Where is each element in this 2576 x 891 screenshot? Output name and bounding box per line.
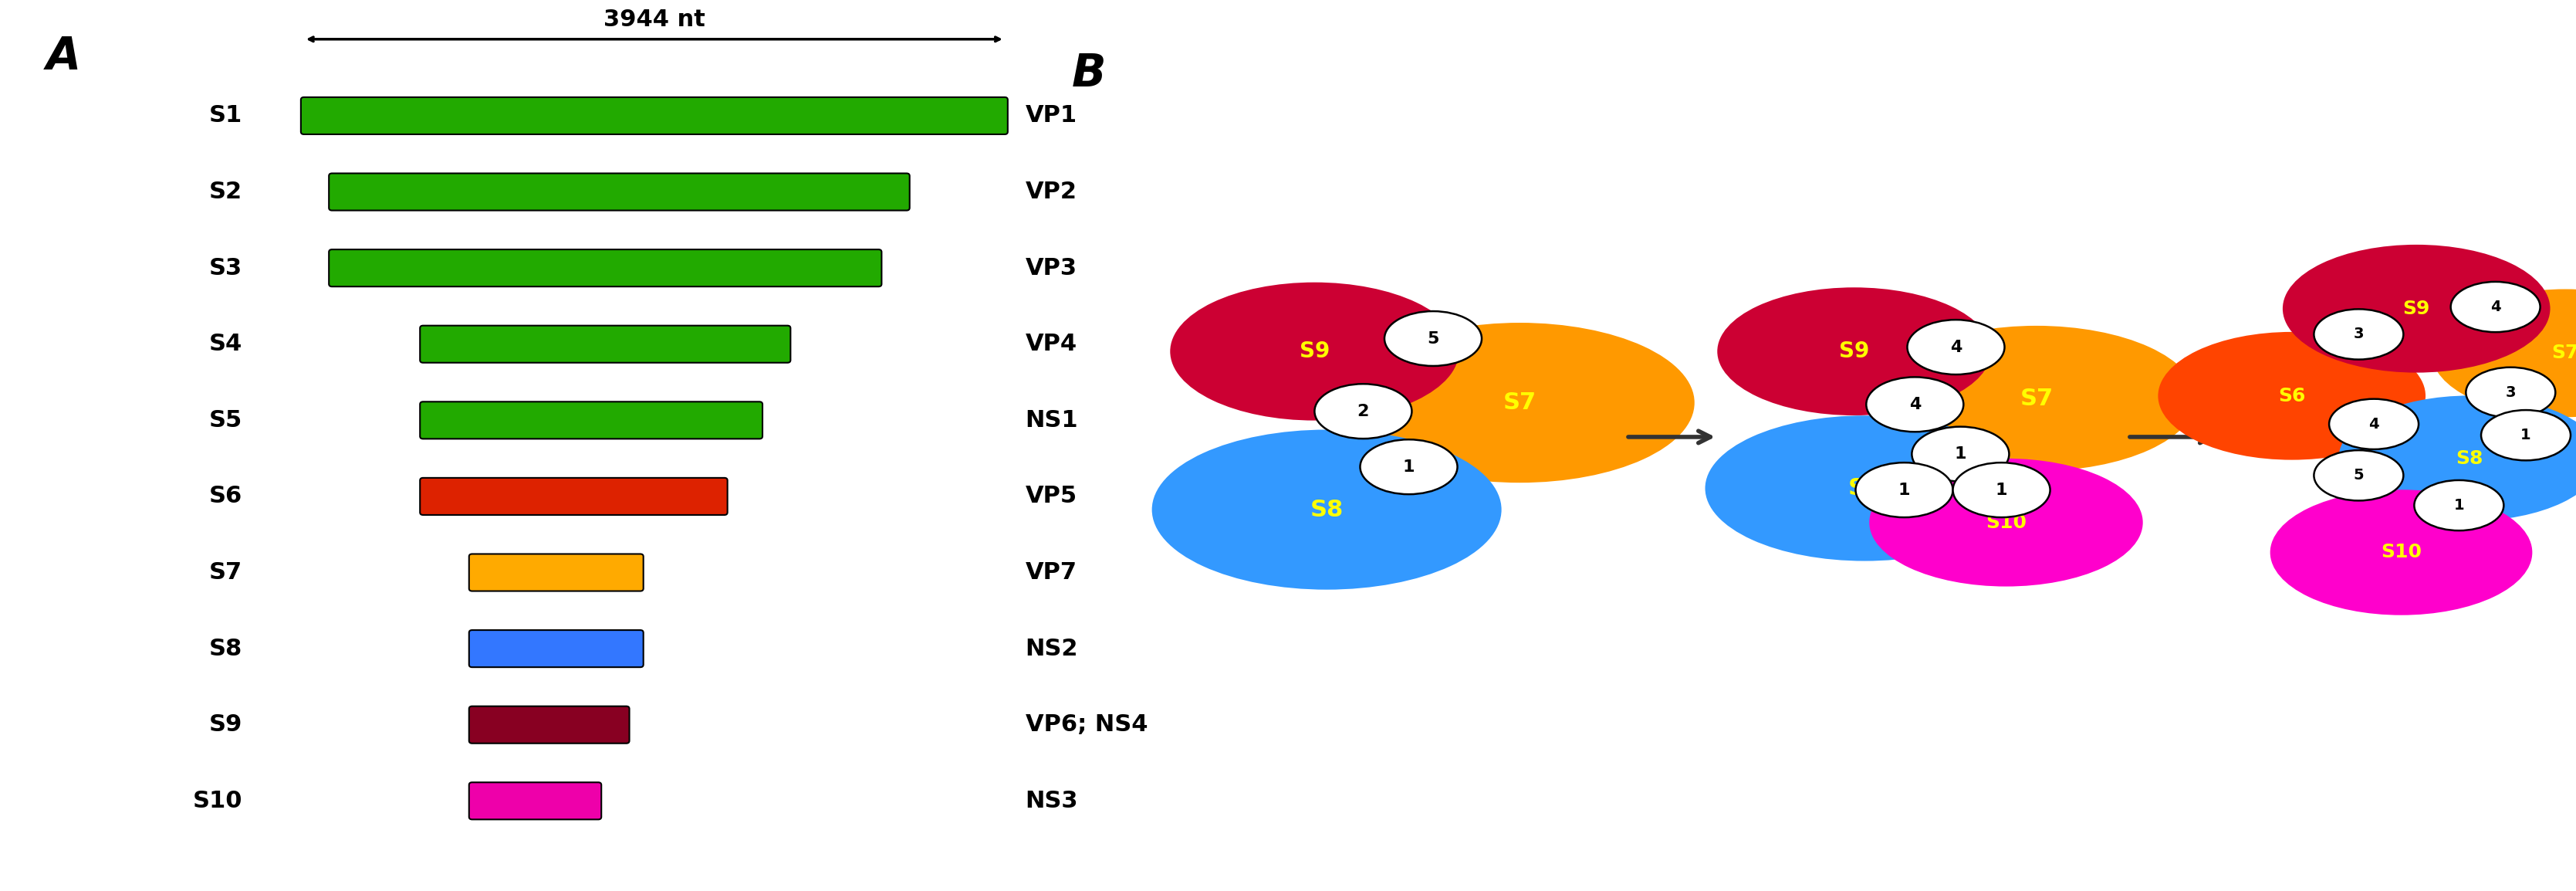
Circle shape (1855, 462, 1953, 518)
Text: NS2: NS2 (1025, 637, 1079, 660)
Text: 1: 1 (2519, 428, 2532, 443)
FancyBboxPatch shape (420, 402, 762, 439)
Ellipse shape (2269, 490, 2532, 615)
Circle shape (2450, 282, 2540, 332)
Text: S9: S9 (209, 714, 242, 736)
Text: 3944 nt: 3944 nt (603, 8, 706, 30)
Text: S7: S7 (2020, 388, 2053, 410)
Text: S8: S8 (1847, 477, 1880, 500)
Text: 1: 1 (1404, 459, 1414, 475)
Text: 1: 1 (1955, 446, 1965, 462)
Text: VP4: VP4 (1025, 333, 1077, 356)
Text: S6: S6 (209, 486, 242, 508)
Text: S4: S4 (209, 333, 242, 356)
Circle shape (1906, 320, 2004, 374)
Text: VP3: VP3 (1025, 257, 1077, 279)
Ellipse shape (1718, 288, 1991, 415)
Circle shape (2329, 399, 2419, 449)
Text: S9: S9 (1298, 340, 1329, 363)
Circle shape (2313, 309, 2403, 359)
Text: 4: 4 (2367, 417, 2380, 431)
Ellipse shape (1878, 326, 2195, 471)
Text: S6: S6 (2277, 387, 2306, 405)
Text: S3: S3 (209, 257, 242, 279)
Circle shape (1314, 384, 1412, 438)
Text: VP1: VP1 (1025, 104, 1077, 127)
FancyBboxPatch shape (469, 782, 600, 820)
FancyBboxPatch shape (330, 174, 909, 210)
Text: 3: 3 (2506, 385, 2517, 400)
Text: 4: 4 (2491, 299, 2501, 315)
Text: 4: 4 (1909, 396, 1922, 413)
Text: VP5: VP5 (1025, 486, 1077, 508)
Circle shape (1360, 439, 1458, 495)
Text: 1: 1 (2455, 498, 2465, 512)
Text: S9: S9 (2403, 299, 2429, 318)
Ellipse shape (1170, 282, 1458, 421)
Circle shape (1953, 462, 2050, 518)
Text: 2: 2 (1358, 404, 1368, 419)
Text: NS3: NS3 (1025, 789, 1079, 812)
Text: B: B (1072, 52, 1105, 96)
FancyBboxPatch shape (469, 707, 629, 743)
Text: S10: S10 (1986, 513, 2027, 532)
FancyBboxPatch shape (420, 325, 791, 363)
Text: 5: 5 (1427, 331, 1440, 347)
Text: S10: S10 (193, 789, 242, 812)
Text: S7: S7 (1502, 391, 1535, 414)
Text: S2: S2 (209, 181, 242, 203)
Ellipse shape (1151, 429, 1502, 590)
FancyBboxPatch shape (330, 249, 881, 287)
Text: S1: S1 (209, 104, 242, 127)
Text: S8: S8 (1311, 498, 1342, 521)
Text: 1: 1 (1996, 482, 2007, 498)
Text: VP6; NS4: VP6; NS4 (1025, 714, 1146, 736)
Text: NS1: NS1 (1025, 409, 1079, 431)
FancyBboxPatch shape (469, 630, 644, 667)
Text: S7: S7 (209, 561, 242, 584)
Ellipse shape (1345, 323, 1695, 483)
Circle shape (1865, 377, 1963, 432)
Text: VP7: VP7 (1025, 561, 1077, 584)
Text: S7: S7 (2553, 344, 2576, 363)
Ellipse shape (2282, 245, 2550, 372)
Text: 4: 4 (1950, 339, 1963, 355)
Ellipse shape (1705, 415, 2025, 561)
Text: A: A (46, 35, 82, 79)
Circle shape (2414, 480, 2504, 530)
Circle shape (2465, 367, 2555, 418)
Text: S8: S8 (2455, 449, 2483, 468)
Circle shape (1383, 311, 1481, 366)
FancyBboxPatch shape (301, 97, 1007, 135)
Ellipse shape (2339, 396, 2576, 521)
Text: S10: S10 (2380, 544, 2421, 561)
Circle shape (1911, 427, 2009, 481)
Text: S5: S5 (209, 409, 242, 431)
Ellipse shape (2432, 290, 2576, 417)
FancyBboxPatch shape (420, 478, 726, 515)
Circle shape (2313, 450, 2403, 501)
Text: S8: S8 (209, 637, 242, 660)
Text: VP2: VP2 (1025, 181, 1077, 203)
Text: 1: 1 (1899, 482, 1911, 498)
Text: 3: 3 (2354, 327, 2365, 341)
Ellipse shape (2159, 332, 2427, 460)
Ellipse shape (1870, 459, 2143, 586)
Text: S9: S9 (1839, 340, 1870, 363)
Text: 5: 5 (2354, 468, 2365, 483)
Circle shape (2481, 410, 2571, 461)
FancyBboxPatch shape (469, 554, 644, 591)
